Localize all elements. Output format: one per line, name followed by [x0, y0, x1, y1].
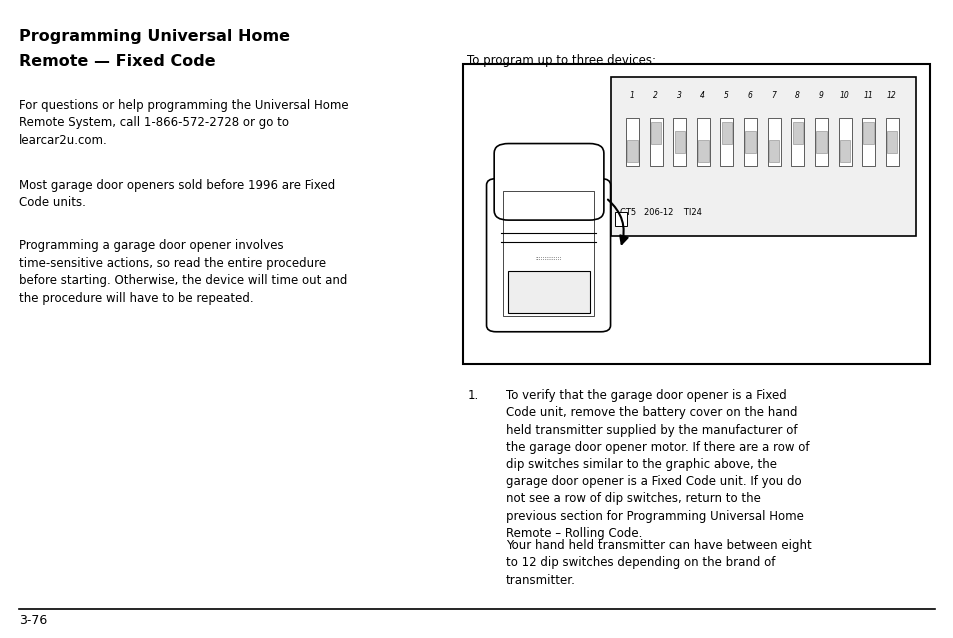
Bar	[744, 131, 755, 152]
Bar	[814, 118, 827, 166]
Bar	[838, 118, 851, 166]
Bar	[816, 131, 825, 152]
Bar	[508, 271, 589, 313]
Bar	[721, 122, 731, 144]
Text: 1.: 1.	[467, 389, 478, 402]
Text: 6: 6	[747, 91, 752, 100]
Bar	[862, 118, 874, 166]
Bar	[627, 140, 637, 162]
FancyBboxPatch shape	[494, 144, 603, 220]
Bar	[674, 131, 684, 152]
FancyBboxPatch shape	[610, 77, 915, 236]
Text: To program up to three devices:: To program up to three devices:	[467, 54, 656, 67]
Text: 3: 3	[676, 91, 680, 100]
Text: 11: 11	[862, 91, 872, 100]
Bar	[673, 118, 685, 166]
Bar	[743, 118, 757, 166]
Bar	[767, 118, 780, 166]
Text: ::::::::::::::: ::::::::::::::	[535, 256, 561, 261]
Text: 2: 2	[653, 91, 658, 100]
Bar	[650, 122, 660, 144]
Text: 1: 1	[629, 91, 634, 100]
FancyArrowPatch shape	[607, 200, 627, 244]
Text: Remote — Fixed Code: Remote — Fixed Code	[19, 54, 215, 70]
Bar	[768, 140, 779, 162]
Text: Programming Universal Home: Programming Universal Home	[19, 29, 290, 44]
Text: To verify that the garage door opener is a Fixed
Code unit, remove the battery c: To verify that the garage door opener is…	[505, 389, 808, 540]
Bar	[720, 118, 733, 166]
Bar	[886, 131, 897, 152]
Text: Most garage door openers sold before 1996 are Fixed
Code units.: Most garage door openers sold before 199…	[19, 179, 335, 209]
Text: Your hand held transmitter can have between eight
to 12 dip switches depending o: Your hand held transmitter can have betw…	[505, 539, 810, 586]
Bar	[698, 140, 708, 162]
Text: 7: 7	[770, 91, 775, 100]
Text: 12: 12	[886, 91, 896, 100]
Bar	[696, 118, 709, 166]
Bar	[792, 122, 802, 144]
Bar	[862, 122, 873, 144]
Bar	[625, 118, 639, 166]
Text: 10: 10	[839, 91, 848, 100]
Text: Programming a garage door opener involves
time-sensitive actions, so read the en: Programming a garage door opener involve…	[19, 239, 347, 305]
Text: 9: 9	[818, 91, 822, 100]
FancyBboxPatch shape	[462, 64, 929, 364]
Bar	[649, 118, 662, 166]
Bar	[839, 140, 849, 162]
Text: 8: 8	[794, 91, 799, 100]
Text: For questions or help programming the Universal Home
Remote System, call 1-866-5: For questions or help programming the Un…	[19, 99, 349, 147]
Text: CT5   206-12    TI24: CT5 206-12 TI24	[619, 208, 701, 217]
Text: 4: 4	[700, 91, 704, 100]
Text: 5: 5	[723, 91, 728, 100]
Bar	[615, 212, 626, 226]
Bar	[790, 118, 803, 166]
FancyBboxPatch shape	[486, 179, 610, 332]
Text: 3-76: 3-76	[19, 614, 48, 627]
Bar	[884, 118, 898, 166]
